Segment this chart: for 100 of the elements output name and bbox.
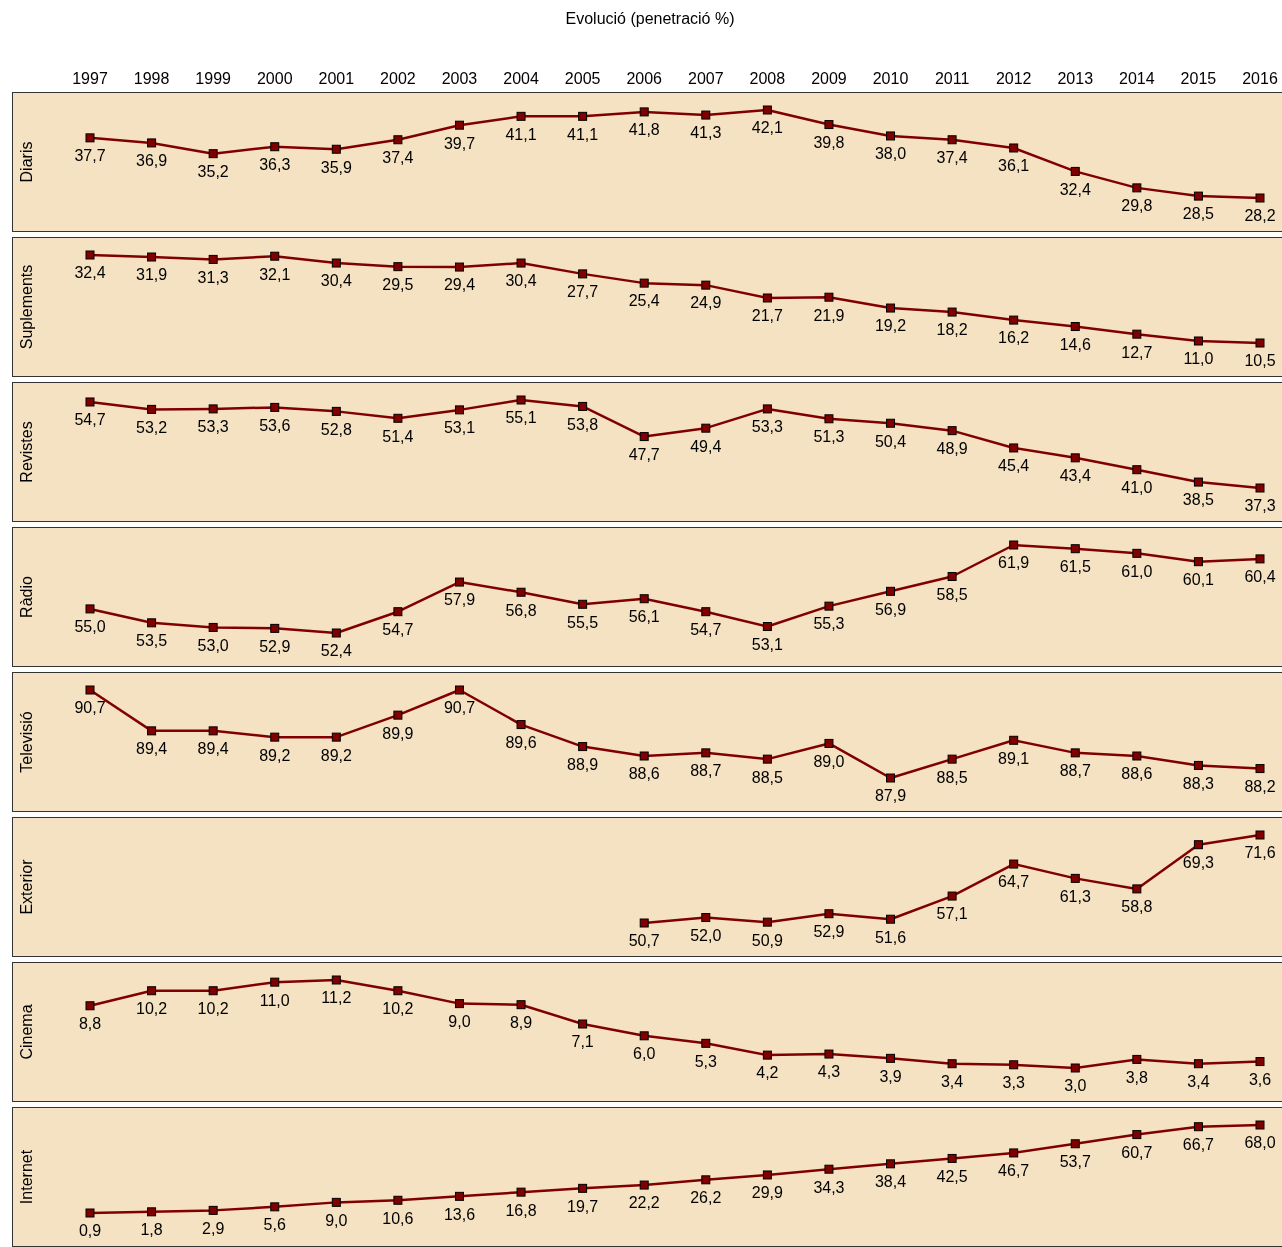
point bbox=[516, 1000, 526, 1010]
data-label: 88,7 bbox=[690, 762, 722, 780]
point bbox=[454, 1191, 464, 1201]
point bbox=[1009, 540, 1019, 550]
data-label: 9,0 bbox=[325, 1211, 348, 1229]
data-label: 32,4 bbox=[74, 264, 106, 282]
data-label: 39,7 bbox=[443, 134, 476, 152]
point bbox=[762, 1170, 772, 1180]
data-label: 71,6 bbox=[1244, 844, 1276, 862]
x-tick-label: 2014 bbox=[1119, 70, 1155, 87]
point bbox=[85, 685, 95, 695]
x-tick-label: 2012 bbox=[995, 70, 1032, 87]
point bbox=[393, 1195, 403, 1205]
data-label: 12,7 bbox=[1121, 343, 1153, 361]
data-label: 54,7 bbox=[382, 621, 414, 639]
data-label: 90,7 bbox=[443, 699, 476, 717]
data-label: 21,7 bbox=[751, 307, 784, 325]
point bbox=[147, 1207, 157, 1217]
point bbox=[762, 754, 772, 764]
data-label: 52,0 bbox=[690, 926, 722, 944]
point bbox=[578, 269, 588, 279]
point bbox=[1070, 322, 1080, 332]
data-label: 11,0 bbox=[1183, 350, 1214, 368]
point bbox=[1255, 483, 1265, 493]
x-tick-label: 2011 bbox=[934, 70, 970, 87]
data-label: 29,5 bbox=[382, 276, 414, 294]
data-label: 29,8 bbox=[1121, 197, 1153, 215]
data-label: 53,5 bbox=[136, 632, 168, 650]
point bbox=[947, 135, 957, 145]
x-tick-label: 2005 bbox=[564, 70, 601, 87]
point bbox=[824, 414, 834, 424]
data-label: 1,8 bbox=[140, 1221, 163, 1239]
point bbox=[824, 292, 834, 302]
data-label: 16,8 bbox=[505, 1201, 537, 1219]
data-label: 37,3 bbox=[1244, 497, 1276, 515]
point bbox=[886, 1053, 896, 1063]
point bbox=[147, 404, 157, 414]
data-label: 88,6 bbox=[1121, 765, 1153, 783]
data-label: 38,4 bbox=[874, 1173, 907, 1191]
data-label: 0,9 bbox=[78, 1222, 102, 1240]
data-label: 51,3 bbox=[813, 428, 845, 446]
point bbox=[454, 577, 464, 587]
data-label: 31,9 bbox=[136, 266, 168, 284]
data-label: 41,0 bbox=[1121, 479, 1153, 497]
data-label: 64,7 bbox=[998, 873, 1030, 891]
point bbox=[331, 975, 341, 985]
point bbox=[208, 1205, 218, 1215]
point bbox=[1255, 338, 1265, 348]
point bbox=[762, 404, 772, 414]
data-label: 5,3 bbox=[694, 1052, 718, 1070]
data-label: 8,9 bbox=[509, 1014, 533, 1032]
point bbox=[886, 418, 896, 428]
data-label: 3,0 bbox=[1064, 1077, 1087, 1095]
data-label: 42,5 bbox=[936, 1167, 968, 1185]
point bbox=[639, 751, 649, 761]
data-label: 35,9 bbox=[320, 158, 352, 176]
data-label: 61,3 bbox=[1059, 887, 1091, 905]
data-label: 58,8 bbox=[1121, 898, 1153, 916]
data-label: 3,6 bbox=[1248, 1070, 1272, 1088]
point bbox=[1255, 1057, 1265, 1067]
point bbox=[147, 618, 157, 628]
y-axis-title: Internet bbox=[17, 1149, 35, 1205]
data-label: 55,5 bbox=[567, 613, 599, 631]
data-label: 36,3 bbox=[259, 156, 291, 174]
data-label: 9,0 bbox=[448, 1012, 471, 1030]
point bbox=[1070, 544, 1080, 554]
point bbox=[147, 252, 157, 262]
x-tick-label: 2000 bbox=[256, 70, 293, 87]
data-label: 50,4 bbox=[874, 432, 907, 450]
data-label: 28,5 bbox=[1182, 205, 1215, 223]
point bbox=[85, 1208, 95, 1218]
y-axis-title: Diaris bbox=[17, 141, 35, 183]
data-label: 10,2 bbox=[197, 1000, 229, 1018]
data-label: 56,9 bbox=[874, 600, 907, 618]
point bbox=[1132, 465, 1142, 475]
point bbox=[1070, 166, 1080, 176]
data-label: 36,9 bbox=[136, 152, 168, 170]
data-label: 16,2 bbox=[998, 329, 1030, 347]
data-label: 53,8 bbox=[567, 415, 599, 433]
data-label: 53,1 bbox=[751, 635, 784, 653]
point bbox=[1009, 315, 1019, 325]
point bbox=[1009, 1148, 1019, 1158]
data-label: 68,0 bbox=[1244, 1134, 1276, 1152]
point bbox=[1255, 193, 1265, 203]
data-label: 49,4 bbox=[690, 437, 722, 455]
data-label: 37,7 bbox=[74, 147, 106, 165]
data-label: 11,2 bbox=[321, 989, 352, 1007]
point bbox=[701, 748, 711, 758]
chart-title: Evolució (penetració %) bbox=[564, 10, 736, 28]
x-tick-label: 2013 bbox=[1057, 70, 1094, 87]
point bbox=[1193, 1059, 1203, 1069]
data-label: 4,3 bbox=[817, 1063, 841, 1081]
point bbox=[578, 1183, 588, 1193]
data-label: 53,1 bbox=[443, 419, 476, 437]
point bbox=[824, 601, 834, 611]
point bbox=[270, 977, 280, 987]
point bbox=[886, 1159, 896, 1169]
y-axis-title: Televisió bbox=[17, 711, 35, 773]
point bbox=[886, 303, 896, 313]
point bbox=[824, 120, 834, 130]
